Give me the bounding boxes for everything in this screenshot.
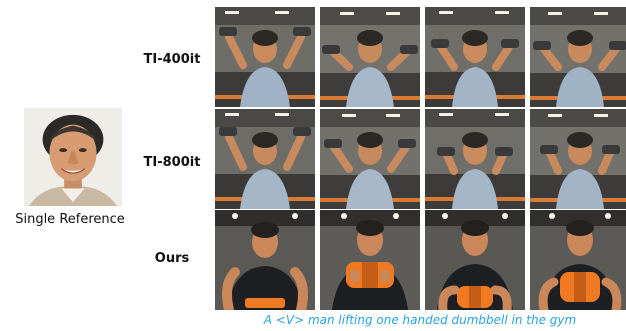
row-label-ti-800it: TI-800it — [143, 155, 201, 170]
generated-image-ti800-4 — [530, 109, 626, 209]
prompt-caption: A <V> man lifting one handed dumbbell in… — [263, 313, 577, 327]
row-label-ours: Ours — [154, 251, 190, 266]
reference-face-illustration — [24, 108, 122, 206]
generated-image-ours-4 — [530, 210, 626, 310]
generated-image-ours-2 — [320, 210, 420, 310]
generated-image-ours-1 — [215, 210, 315, 310]
generated-image-ti400-2 — [320, 7, 420, 107]
generated-image-ti400-1 — [215, 7, 315, 107]
generated-image-ours-3 — [425, 210, 525, 310]
generated-image-ti400-4 — [530, 7, 626, 107]
generated-image-ti800-2 — [320, 109, 420, 209]
generated-image-ti400-3 — [425, 7, 525, 107]
row-label-ti-400it: TI-400it — [143, 52, 201, 67]
generated-image-ti800-3 — [425, 109, 525, 209]
generated-image-ti800-1 — [215, 109, 315, 209]
reference-photo — [24, 108, 122, 206]
reference-label: Single Reference — [15, 212, 125, 227]
